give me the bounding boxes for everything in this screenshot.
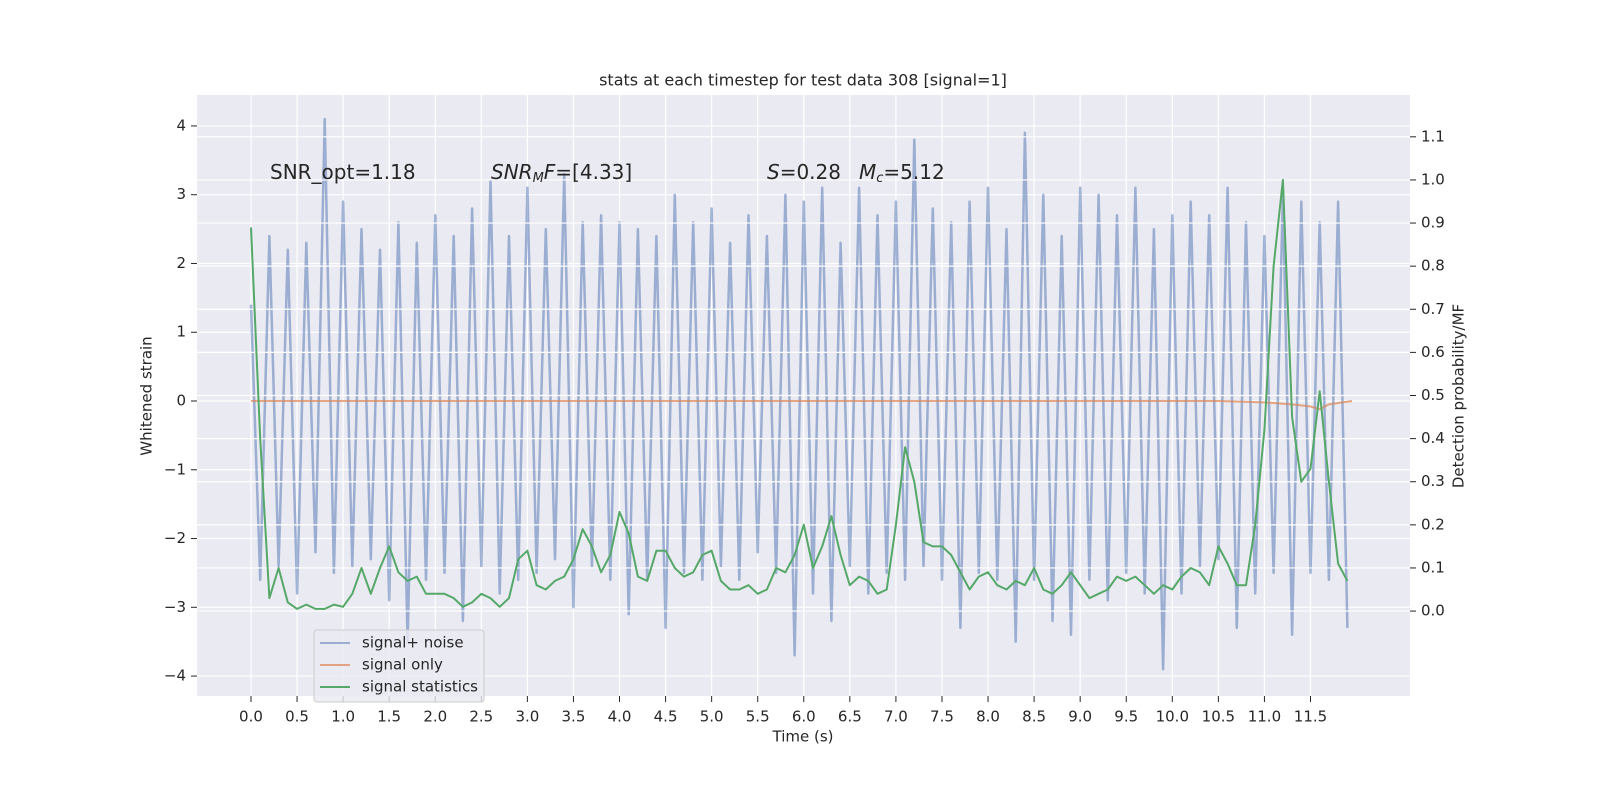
x-tick-label: 7.5	[930, 708, 954, 726]
x-tick-label: 4.5	[654, 708, 678, 726]
annotation: SNRMF=[4.33]	[491, 160, 632, 186]
series-line	[251, 400, 1353, 411]
y2-axis-label: Detection probability/MF	[1450, 304, 1468, 488]
x-tick-label: 7.0	[884, 708, 908, 726]
legend: signal+ noise signal only signal statistic…	[313, 629, 485, 703]
series-line	[250, 178, 1349, 610]
annotation-part: F	[544, 160, 556, 184]
x-tick-label: 9.0	[1068, 708, 1092, 726]
x-tick-label: 3.5	[562, 708, 586, 726]
series-line	[249, 117, 1349, 671]
x-tick-label: 4.0	[608, 708, 632, 726]
legend-box	[313, 629, 485, 703]
annotation-part: S	[767, 160, 780, 184]
annotation-part: M	[859, 160, 876, 184]
y2-tick-label: 0.5	[1421, 386, 1445, 404]
axes: 0.0 0.5 1.0 1.5 2.0 2.5 3.0 3.5 4.0 4.5 5.0 5.5 6.0 6…	[164, 116, 1445, 725]
x-tick-label: 8.0	[976, 708, 1000, 726]
annotation-part: c	[876, 171, 883, 186]
y-tick-label: 2	[176, 254, 186, 272]
y2-tick-label: 0.3	[1421, 472, 1445, 490]
x-tick-label: 6.5	[838, 708, 862, 726]
x-tick-label: 0.5	[285, 708, 309, 726]
y2-tick-label: 1.1	[1421, 127, 1445, 145]
x-tick-label: 1.5	[377, 708, 401, 726]
annotation-part: =0.28	[780, 160, 841, 184]
x-tick-label: 6.0	[792, 708, 816, 726]
annotation-part: SNR	[491, 160, 533, 184]
marks	[197, 117, 1410, 671]
x-tick-label: 0.0	[239, 708, 263, 726]
x-tick-label: 11.0	[1248, 708, 1281, 726]
y-tick-label: −1	[164, 460, 186, 478]
y2-tick-label: 0.7	[1421, 300, 1445, 318]
y2-tick-label: 0.1	[1421, 558, 1445, 576]
x-tick-label: 10.5	[1202, 708, 1235, 726]
legend-label: signal+ noise	[362, 634, 464, 652]
y-tick-label: 3	[176, 185, 186, 203]
y-tick-label: 0	[176, 392, 186, 410]
x-tick-label: 9.5	[1114, 708, 1138, 726]
x-tick-label: 11.5	[1294, 708, 1327, 726]
chart-title: stats at each timestep for test data 308…	[599, 71, 1007, 90]
x-tick-label: 5.0	[700, 708, 724, 726]
legend-label: signal statistics	[362, 678, 478, 696]
annotation-part: M	[533, 171, 544, 186]
y2-tick-label: 0.4	[1421, 429, 1445, 447]
x-tick-label: 2.5	[469, 708, 493, 726]
y2-tick-label: 0.6	[1421, 343, 1445, 361]
y-tick-label: −3	[164, 598, 186, 616]
y2-tick-label: 0.8	[1421, 257, 1445, 275]
annotation-part: =5.12	[883, 160, 944, 184]
y2-tick-label: 0.9	[1421, 214, 1445, 232]
x-axis-label: Time (s)	[772, 728, 834, 746]
y2-tick-label: 0.2	[1421, 515, 1445, 533]
x-tick-label: 1.0	[331, 708, 355, 726]
y-tick-label: 1	[176, 323, 186, 341]
x-tick-label: 10.0	[1156, 708, 1189, 726]
y-tick-label: 4	[176, 116, 186, 134]
x-tick-label: 8.5	[1022, 708, 1046, 726]
annotation: Mc=5.12	[859, 160, 945, 186]
annotation-part: =[4.33]	[555, 160, 632, 184]
x-tick-label: 2.0	[423, 708, 447, 726]
annotation: SNR_opt=1.18	[270, 160, 416, 184]
legend-label: signal only	[362, 656, 443, 674]
annotation: S=0.28	[767, 160, 841, 184]
y-tick-label: −4	[164, 667, 186, 685]
y-axis-label: Whitened strain	[138, 336, 156, 455]
y2-tick-label: 1.0	[1421, 170, 1445, 188]
y-tick-label: −2	[164, 529, 186, 547]
annotation-part: SNR_opt=1.18	[270, 160, 416, 184]
x-tick-label: 5.5	[746, 708, 770, 726]
y2-tick-label: 0.0	[1421, 602, 1445, 620]
x-tick-label: 3.0	[515, 708, 539, 726]
